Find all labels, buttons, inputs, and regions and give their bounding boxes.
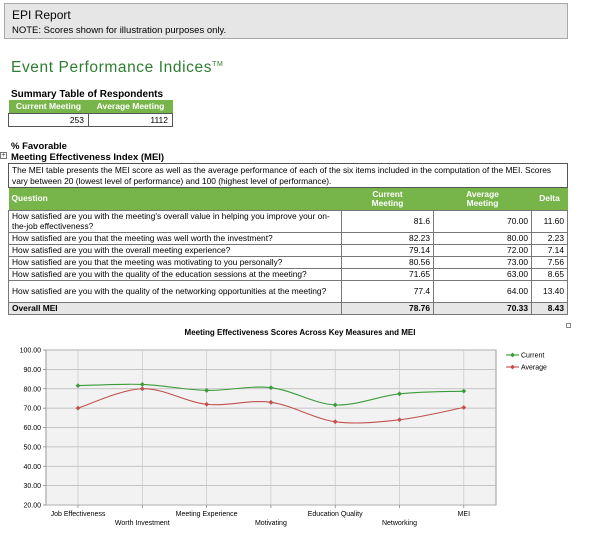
row-current: 82.23 bbox=[341, 231, 434, 245]
data-point-average bbox=[461, 405, 467, 410]
legend-label-current: Current bbox=[521, 353, 544, 360]
x-tick-label: Motivating bbox=[255, 520, 287, 527]
row-delta: 2.23 bbox=[531, 231, 568, 245]
legend-marker-average bbox=[510, 364, 515, 370]
legend-marker-current bbox=[510, 352, 515, 358]
expand-toggle-icon[interactable]: + bbox=[0, 152, 7, 159]
row-question: How satisfied are you with the overall m… bbox=[8, 243, 342, 257]
x-tick-label: Worth Investment bbox=[115, 520, 170, 527]
row-question: How satisfied are you that the meeting w… bbox=[8, 231, 342, 245]
row-current: 71.65 bbox=[341, 267, 434, 281]
summary-current-value: 253 bbox=[8, 112, 89, 127]
epi-title-text: Event Performance Indices bbox=[11, 59, 213, 76]
y-tick-label: 70.00 bbox=[23, 406, 41, 413]
table-row: How satisfied are you that the meeting w… bbox=[8, 255, 568, 269]
total-delta: 8.43 bbox=[531, 301, 568, 315]
mei-header-average: Average Meeting bbox=[433, 188, 532, 210]
total-label: Overall MEI bbox=[8, 301, 342, 315]
y-tick-label: 30.00 bbox=[23, 483, 41, 490]
x-tick-label: Meeting Experience bbox=[176, 511, 238, 518]
y-tick-label: 60.00 bbox=[23, 425, 41, 432]
summary-average-value: 1112 bbox=[88, 112, 173, 127]
y-tick-label: 80.00 bbox=[23, 386, 41, 393]
row-delta: 7.56 bbox=[531, 255, 568, 269]
x-tick-label: MEI bbox=[458, 511, 471, 518]
mei-header-current-l2: Meeting bbox=[371, 197, 404, 208]
data-point-current bbox=[461, 388, 467, 394]
data-point-current bbox=[332, 402, 338, 408]
row-question: How satisfied are you with the quality o… bbox=[8, 279, 342, 303]
x-tick-label: Networking bbox=[382, 520, 417, 527]
mei-table: Question Current Meeting Average Meeting D… bbox=[8, 188, 568, 315]
y-tick-label: 90.00 bbox=[23, 367, 41, 374]
mei-header-question: Question bbox=[8, 188, 342, 210]
report-title: EPI Report bbox=[12, 8, 71, 22]
table-row: How satisfied are you with the overall m… bbox=[8, 243, 568, 257]
legend-label-average: Average bbox=[521, 365, 547, 372]
y-tick-label: 100.00 bbox=[20, 348, 42, 355]
row-current: 77.4 bbox=[341, 279, 434, 303]
row-delta: 13.40 bbox=[531, 279, 568, 303]
row-delta: 11.60 bbox=[531, 209, 568, 233]
report-note: NOTE: Scores shown for illustration purp… bbox=[12, 25, 227, 36]
row-average: 64.00 bbox=[433, 279, 532, 303]
summary-table: Current Meeting Average Meeting 253 1112 bbox=[8, 100, 173, 127]
mei-header-row: Question Current Meeting Average Meeting D… bbox=[8, 188, 568, 210]
row-average: 73.00 bbox=[433, 255, 532, 269]
data-point-average bbox=[397, 417, 402, 423]
data-point-current bbox=[397, 391, 402, 397]
report-header: EPI Report NOTE: Scores shown for illust… bbox=[4, 3, 568, 39]
data-point-current bbox=[139, 382, 145, 387]
row-current: 80.56 bbox=[341, 255, 434, 269]
data-point-current bbox=[204, 388, 209, 393]
row-question: How satisfied are you that the meeting w… bbox=[8, 255, 342, 269]
line-chart: 100.00 90.00 80.00 70.00 60.00 50.00 40.00 30.0… bbox=[20, 348, 547, 528]
total-row: Overall MEI 78.76 70.33 8.43 bbox=[8, 301, 568, 315]
row-average: 72.00 bbox=[433, 243, 532, 257]
x-tick-label: Education Quality bbox=[308, 511, 363, 518]
mei-header-current-l1: Current bbox=[372, 188, 403, 199]
favorable-label: % Favorable bbox=[11, 141, 67, 152]
row-average: 63.00 bbox=[433, 267, 532, 281]
table-row: How satisfied are you with the quality o… bbox=[8, 267, 568, 281]
y-tick-label: 40.00 bbox=[23, 464, 41, 471]
y-tick-label: 20.00 bbox=[23, 503, 41, 510]
x-tick-label: Job Effectiveness bbox=[51, 511, 106, 518]
chart-resize-handle[interactable] bbox=[566, 323, 571, 328]
table-row: How satisfied are you that the meeting w… bbox=[8, 231, 568, 245]
mei-header-average-l1: Average bbox=[466, 188, 499, 199]
trademark: TM bbox=[212, 61, 224, 68]
row-delta: 7.14 bbox=[531, 243, 568, 257]
row-average: 80.00 bbox=[433, 231, 532, 245]
epi-title: Event Performance IndicesTM bbox=[11, 59, 223, 77]
chart-title: Meeting Effectiveness Scores Across Key … bbox=[184, 328, 416, 337]
row-current: 79.14 bbox=[341, 243, 434, 257]
y-tick-label: 50.00 bbox=[23, 444, 41, 451]
row-average: 70.00 bbox=[433, 209, 532, 233]
total-average: 70.33 bbox=[433, 301, 532, 315]
row-question: How satisfied are you with the quality o… bbox=[8, 267, 342, 281]
mei-title: Meeting Effectiveness Index (MEI) bbox=[11, 152, 165, 163]
table-row: How satisfied are you with the meeting's… bbox=[8, 209, 568, 233]
row-delta: 8.65 bbox=[531, 267, 568, 281]
summary-header-current: Current Meeting bbox=[8, 100, 89, 113]
summary-title: Summary Table of Respondents bbox=[11, 89, 164, 100]
row-current: 81.6 bbox=[341, 209, 434, 233]
mei-header-delta: Delta bbox=[531, 188, 568, 210]
table-row: How satisfied are you with the quality o… bbox=[8, 279, 568, 303]
mei-header-current: Current Meeting bbox=[341, 188, 434, 210]
row-question: How satisfied are you with the meeting's… bbox=[8, 209, 342, 233]
data-point-average bbox=[268, 399, 274, 405]
mei-description: The MEI table presents the MEI score as … bbox=[8, 163, 568, 188]
total-current: 78.76 bbox=[341, 301, 434, 315]
data-point-current bbox=[268, 385, 274, 391]
mei-header-average-l2: Meeting bbox=[466, 197, 499, 208]
data-point-current bbox=[75, 383, 81, 389]
summary-header-average: Average Meeting bbox=[88, 100, 173, 113]
